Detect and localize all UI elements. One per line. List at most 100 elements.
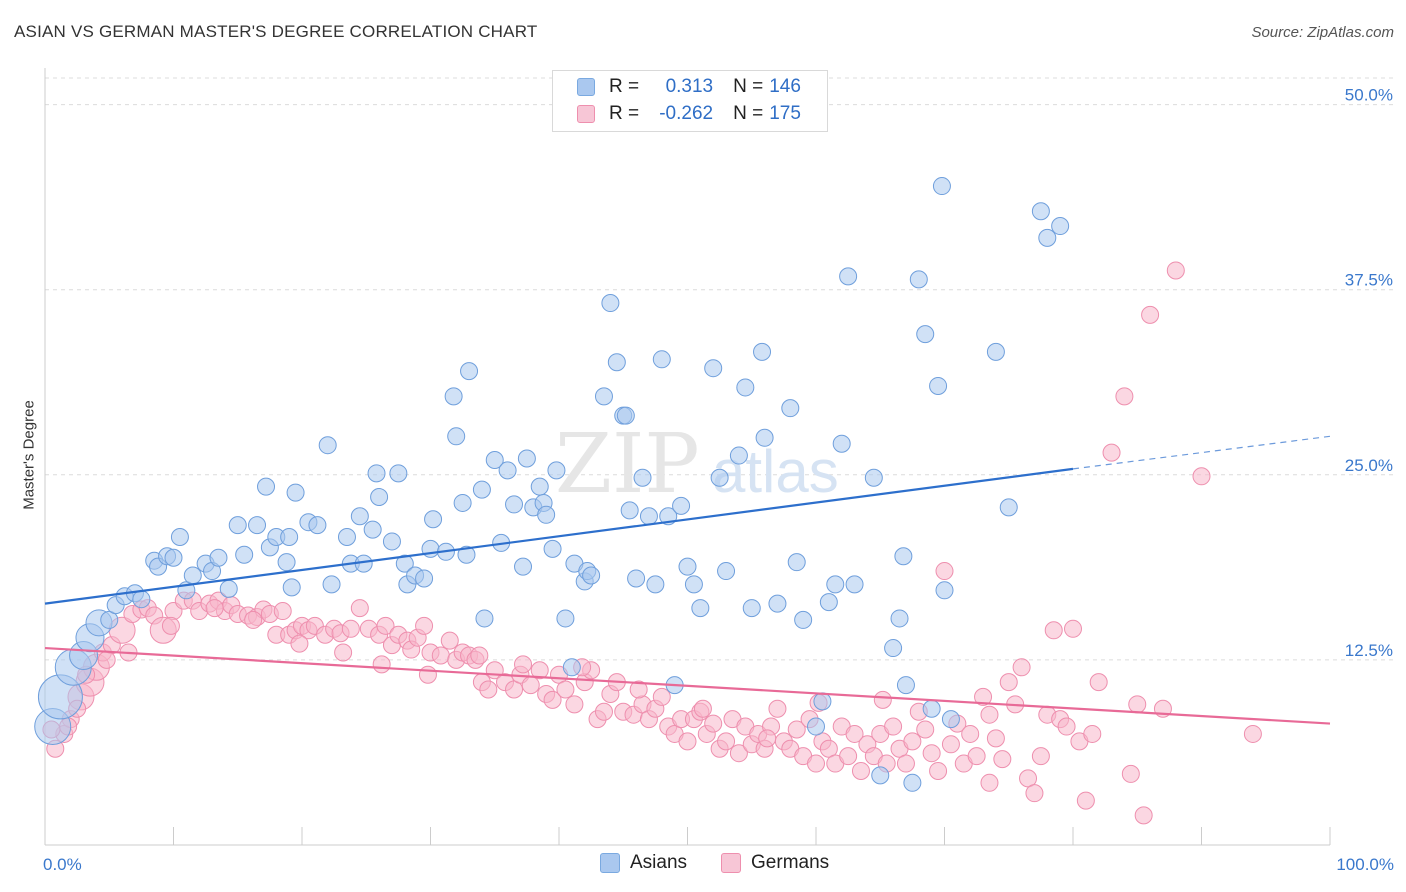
asian-point: [1031, 202, 1050, 221]
asians-n-value: 146: [769, 76, 801, 97]
german-point: [376, 616, 395, 635]
asian-point: [447, 427, 466, 446]
asian-point: [890, 609, 909, 628]
german-point: [993, 750, 1012, 769]
german-point: [704, 714, 723, 733]
asian-point: [322, 575, 341, 594]
asian-point: [807, 717, 825, 736]
asian-point: [781, 399, 800, 418]
asian-point: [839, 267, 858, 286]
german-point: [1128, 695, 1147, 714]
asian-point: [382, 532, 401, 551]
german-point: [758, 729, 777, 748]
asian-point: [736, 378, 755, 397]
german-point: [903, 732, 922, 751]
asians-legend-label: Asians: [630, 852, 688, 873]
asian-point: [601, 294, 620, 313]
asian-point: [475, 609, 494, 628]
german-point: [884, 717, 903, 736]
asian-point: [753, 342, 772, 361]
asian-point: [896, 676, 915, 695]
german-point: [935, 562, 954, 581]
asian-point: [691, 599, 710, 618]
asian-point: [547, 461, 566, 480]
asian-point: [729, 446, 748, 465]
asian-point: [453, 493, 472, 512]
asian-point: [894, 547, 913, 566]
german-point: [929, 761, 948, 780]
asians-n-label: N =: [733, 76, 764, 97]
asians-trend-line: [44, 467, 1074, 605]
asian-point: [826, 575, 845, 594]
legend-row-germans: R = -0.262 N = 175: [577, 103, 801, 125]
y-tick-label: 25.0%: [1345, 456, 1393, 475]
asian-point: [903, 773, 922, 792]
asian-point: [395, 554, 414, 573]
german-point: [851, 761, 870, 780]
german-point: [565, 695, 584, 714]
german-point: [334, 643, 353, 662]
germans-legend-label: Germans: [751, 852, 830, 873]
asian-point: [514, 557, 533, 576]
asian-point: [530, 477, 549, 496]
asian-point: [337, 528, 356, 546]
german-point: [1115, 387, 1134, 406]
german-point: [1025, 784, 1044, 803]
german-point: [1083, 724, 1102, 743]
asian-point: [627, 569, 646, 588]
asian-point: [787, 553, 806, 572]
german-point: [999, 673, 1018, 692]
asian-point: [517, 449, 536, 468]
asian-point: [318, 436, 337, 455]
y-tick-label: 37.5%: [1345, 271, 1393, 290]
asian-point: [505, 495, 524, 514]
asian-point: [884, 639, 903, 658]
german-point: [941, 735, 960, 754]
german-point: [693, 699, 712, 718]
asian-point: [363, 520, 382, 539]
german-point: [440, 631, 459, 650]
asian-point: [832, 434, 851, 453]
asian-point: [498, 461, 517, 480]
asian-point: [672, 496, 691, 515]
asian-point: [556, 609, 575, 628]
asian-point: [562, 658, 581, 677]
german-point: [1031, 747, 1050, 766]
asian-point: [209, 548, 228, 567]
german-point: [244, 610, 263, 629]
german-point: [514, 655, 533, 674]
asian-point: [183, 566, 202, 585]
asian-point: [170, 528, 189, 546]
german-point: [1102, 443, 1121, 462]
german-point: [1076, 791, 1095, 810]
asian-point: [485, 451, 504, 469]
asian-point: [986, 342, 1005, 361]
asian-point: [582, 566, 601, 585]
series-legend: Asians Germans: [600, 852, 863, 874]
source-label: Source: ZipAtlas.com: [1251, 24, 1394, 41]
asian-point: [370, 488, 389, 507]
legend-item-germans[interactable]: Germans: [721, 852, 829, 874]
asian-point: [845, 575, 864, 594]
asians-r-value: 0.313: [665, 76, 714, 97]
german-point: [1057, 717, 1076, 736]
asian-point: [819, 593, 838, 612]
german-point: [415, 616, 434, 635]
asian-point: [607, 353, 626, 372]
german-point: [1141, 305, 1160, 324]
asian-point: [813, 692, 832, 711]
german-point: [273, 602, 292, 621]
asian-point: [424, 510, 443, 529]
german-point: [372, 655, 391, 674]
asian-point: [684, 575, 703, 594]
german-point: [768, 699, 787, 718]
german-point: [1044, 621, 1063, 640]
german-point: [922, 744, 941, 763]
legend-item-asians[interactable]: Asians: [600, 852, 687, 874]
german-point: [980, 705, 999, 724]
german-point: [986, 729, 1005, 748]
german-point: [594, 702, 613, 721]
germans-trend-line: [44, 646, 1331, 725]
germans-n-label: N =: [733, 103, 764, 124]
